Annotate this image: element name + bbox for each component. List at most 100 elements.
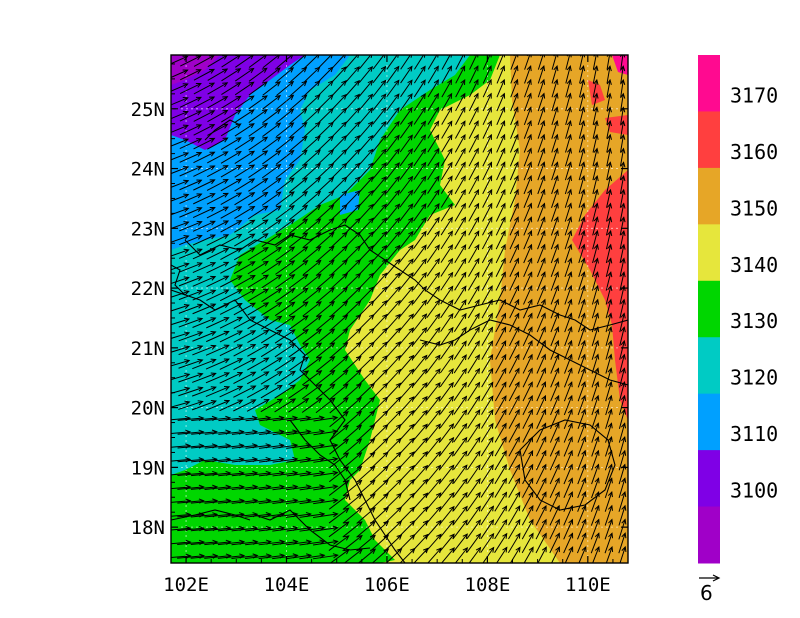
wind-vector <box>385 175 401 194</box>
wind-vector <box>358 121 374 139</box>
wind-vector <box>302 204 322 221</box>
wind-vector <box>510 120 519 139</box>
wind-vector <box>219 302 243 315</box>
wind-vector <box>439 464 455 484</box>
wind-vector <box>260 384 283 399</box>
wind-vector <box>234 205 256 220</box>
wind-vector <box>399 106 413 125</box>
wind-vector <box>205 358 230 370</box>
wind-vector <box>523 174 533 195</box>
wind-vector <box>590 490 600 512</box>
wind-vector <box>496 78 506 98</box>
wind-vector <box>494 463 507 484</box>
wind-vector <box>178 248 203 259</box>
wind-vector <box>330 176 348 194</box>
wind-vector <box>193 96 216 109</box>
wind-vector <box>481 230 493 250</box>
wind-vector <box>233 302 256 316</box>
wind-vector <box>577 381 586 402</box>
wind-vector <box>523 92 532 112</box>
wind-vector <box>179 124 203 136</box>
wind-vector <box>358 55 373 70</box>
wind-vector <box>303 176 322 193</box>
wind-vector <box>551 106 559 126</box>
wind-vector <box>619 147 626 167</box>
wind-vector <box>412 299 428 318</box>
wind-vector <box>551 119 559 139</box>
wind-vector <box>439 368 454 388</box>
wind-vector <box>467 312 480 333</box>
wind-vector <box>509 298 520 319</box>
wind-vector <box>454 230 467 250</box>
wind-vector <box>274 287 296 303</box>
wind-vector <box>221 68 242 82</box>
wind-vector <box>289 135 308 152</box>
wind-vector <box>425 450 442 470</box>
wind-vector <box>454 216 467 236</box>
wind-vector <box>274 343 296 358</box>
wind-vector <box>508 408 520 429</box>
wind-vector <box>549 504 560 526</box>
wind-vector <box>206 248 230 260</box>
wind-vector <box>591 394 600 416</box>
wind-vector <box>591 381 600 402</box>
wind-vector <box>206 178 229 191</box>
wind-vector <box>329 355 349 373</box>
wind-vector <box>577 353 586 374</box>
wind-vector <box>481 353 494 374</box>
wind-vector <box>536 422 547 443</box>
wind-vector <box>343 396 362 414</box>
wind-vector <box>247 219 269 234</box>
wind-vector <box>331 93 347 111</box>
wind-vector <box>522 477 534 498</box>
wind-vector <box>288 273 309 289</box>
wind-vector <box>315 383 336 400</box>
wind-vector <box>426 313 441 332</box>
wind-vector <box>234 192 256 206</box>
wind-vector <box>592 133 599 153</box>
wind-vector <box>550 216 559 236</box>
wind-vector <box>605 312 613 333</box>
wind-vector <box>563 394 573 416</box>
wind-vector <box>523 271 533 291</box>
wind-vector <box>426 202 440 222</box>
wind-vector <box>565 133 572 153</box>
wind-vector <box>171 386 191 394</box>
wind-vector <box>468 257 480 277</box>
wind-vector <box>563 504 574 526</box>
wind-vector <box>343 383 362 400</box>
wind-vector <box>438 533 455 553</box>
wind-vector <box>620 133 626 153</box>
wind-vector <box>313 484 339 491</box>
wind-vector <box>276 108 295 124</box>
wind-vector <box>178 400 204 410</box>
wind-vector <box>206 206 230 219</box>
wind-vector <box>358 134 374 152</box>
wind-vector <box>467 326 480 346</box>
wind-vector <box>413 216 427 236</box>
wind-vector <box>494 491 508 512</box>
wind-vector <box>412 354 428 374</box>
wind-vector <box>564 243 573 264</box>
wind-vector <box>522 408 533 429</box>
wind-vector <box>234 67 255 82</box>
wind-vector <box>537 161 546 181</box>
wind-vector <box>207 151 229 164</box>
wind-vector <box>537 106 546 126</box>
wind-vector <box>342 438 363 455</box>
wind-vector <box>425 505 442 525</box>
y-tick-label: 22N <box>131 278 165 300</box>
wind-vector <box>246 371 270 385</box>
wind-vector <box>247 316 270 330</box>
wind-vector <box>468 106 479 126</box>
wind-vector <box>317 80 334 97</box>
wind-vector <box>219 372 244 384</box>
wind-vector <box>412 382 428 401</box>
wind-vector <box>288 301 309 317</box>
wind-vector <box>494 505 508 526</box>
wind-vector <box>551 78 559 98</box>
wind-vector <box>171 290 190 298</box>
wind-vector <box>171 248 190 257</box>
wind-vector <box>246 399 270 412</box>
wind-vector <box>454 147 466 167</box>
